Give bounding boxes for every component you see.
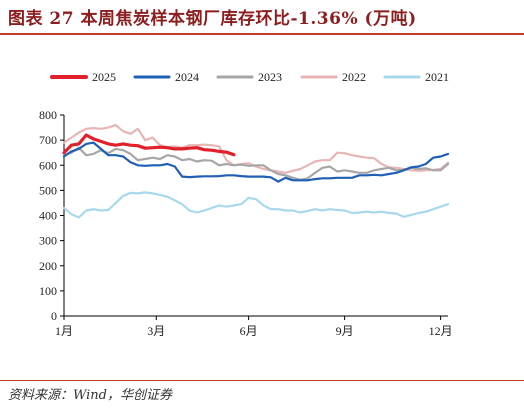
x-tick-label: 3月	[147, 324, 165, 338]
x-tick-label: 1月	[55, 324, 73, 338]
y-tick-label: 300	[39, 234, 57, 248]
x-tick-label: 12月	[429, 324, 453, 338]
series-line-2021	[62, 191, 450, 219]
y-tick-label: 500	[39, 183, 57, 197]
legend-label-2023: 2023	[258, 70, 282, 84]
legend-label-2025: 2025	[92, 70, 116, 84]
x-tick-label: 9月	[336, 324, 354, 338]
y-tick-label: 600	[39, 158, 57, 172]
chart-axes: 0 100 200 300 400 500 600 700 800 1月 3月 6月 9月 12月	[39, 108, 453, 338]
line-chart: 2025 2024 2023 2022 2021 0 100 200 300 400 500 600…	[39, 70, 453, 338]
title-divider	[0, 33, 524, 35]
x-tick-label: 6月	[240, 324, 258, 338]
series-line-2022	[62, 123, 450, 174]
y-tick-label: 200	[39, 259, 57, 273]
y-tick-label: 700	[39, 133, 57, 147]
legend-label-2022: 2022	[342, 70, 366, 84]
y-tick-label: 100	[39, 284, 57, 298]
chart-plot-area	[62, 123, 450, 219]
legend-label-2021: 2021	[425, 70, 449, 84]
source-note: 资料来源：Wind，华创证券	[8, 388, 172, 403]
chart-legend: 2025 2024 2023 2022 2021	[50, 70, 449, 84]
y-tick-label: 800	[39, 108, 57, 122]
chart-title: 图表 27 本周焦炭样本钢厂库存环比-1.36% (万吨)	[8, 9, 417, 29]
series-line-2023	[62, 146, 450, 181]
series-line-2024	[62, 141, 450, 183]
y-tick-label: 0	[51, 309, 57, 323]
legend-label-2024: 2024	[175, 70, 199, 84]
source-divider	[0, 380, 524, 381]
series-line-2025	[62, 133, 236, 157]
y-tick-label: 400	[39, 209, 57, 223]
